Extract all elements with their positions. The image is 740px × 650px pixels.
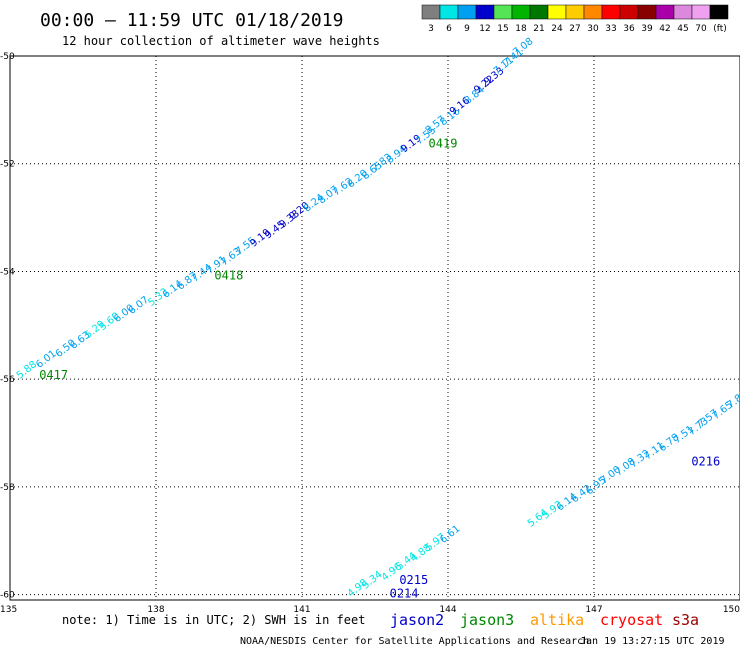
legend-label: 21 [533,24,544,34]
chart-title: 00:00 – 11:59 UTC 01/18/2019 [40,10,343,31]
pass-label: 0417 [39,368,68,382]
legend-swatch [439,4,459,20]
legend-swatch [637,4,657,20]
legend-label: 3 [428,24,434,34]
legend-swatch [565,4,585,20]
pass-label: 0214 [390,586,419,600]
legend-swatch [547,4,567,20]
legend-swatch [493,4,513,20]
note-text: note: 1) Time is in UTC; 2) SWH is in fe… [62,613,365,627]
legend-label: 33 [605,24,616,34]
x-tick-label: 147 [585,605,602,615]
pass-label: 0216 [691,454,720,468]
plot-frame [9,55,740,601]
x-axis: 135 138 141 144 147 150 [0,605,740,615]
wave-height-legend: 3 6 9 12 15 18 21 24 27 30 33 36 39 42 45 70 (ft) [421,4,729,34]
legend-unit: (ft) [713,24,727,34]
y-tick-label: -60 [0,591,15,601]
satellite-cryosat: cryosat [600,611,663,629]
satellite-legend: jason2 jason3 altika cryosat s3a [390,611,699,629]
legend-label: 18 [515,24,527,34]
legend-label: 12 [479,24,490,34]
satellite-jason3: jason3 [460,611,514,629]
legend-label: 70 [695,24,707,34]
legend-swatch [709,4,729,20]
pass-label: 0419 [429,137,458,151]
legend-swatch [457,4,477,20]
legend-swatch [583,4,603,20]
x-tick-label: 135 [0,605,17,615]
legend-swatch [421,4,441,20]
legend-swatch [529,4,549,20]
legend-swatch [691,4,711,20]
legend-label: 39 [641,24,653,34]
legend-label: 36 [623,24,635,34]
y-tick-label: -58 [0,483,15,493]
legend-swatch [619,4,639,20]
y-tick-label: -54 [0,267,15,277]
legend-swatch [475,4,495,20]
pass-label: 0418 [214,269,243,283]
pass-label: 0215 [399,573,428,587]
x-tick-label: 141 [293,605,310,615]
grid-lines [10,56,740,600]
legend-swatch [511,4,531,20]
credit-text: NOAA/NESDIS Center for Satellite Applica… [240,636,589,647]
y-tick-label: -52 [0,160,15,170]
legend-label: 9 [464,24,470,34]
legend-label: 24 [551,24,563,34]
satellite-altika: altika [530,611,584,629]
satellite-s3a: s3a [672,611,699,629]
legend-label: 30 [587,24,599,34]
satellite-jason2: jason2 [390,611,444,629]
legend-label: 6 [446,24,452,34]
y-tick-label: -50 [0,52,15,62]
legend-swatch [655,4,675,20]
y-tick-label: -56 [0,375,15,385]
x-tick-label: 150 [723,605,740,615]
x-tick-label: 138 [147,605,164,615]
x-tick-label: 144 [439,605,456,615]
legend-swatch [601,4,621,20]
chart-subtitle: 12 hour collection of altimeter wave hei… [62,34,380,48]
legend-label: 45 [677,24,688,34]
generated-timestamp: Jan 19 13:27:15 UTC 2019 [580,636,725,647]
legend-label: 42 [659,24,670,34]
legend-label: 15 [497,24,508,34]
legend-swatch [673,4,693,20]
y-axis: -50 -52 -54 -56 -58 -60 [0,52,15,601]
legend-label: 27 [569,24,580,34]
